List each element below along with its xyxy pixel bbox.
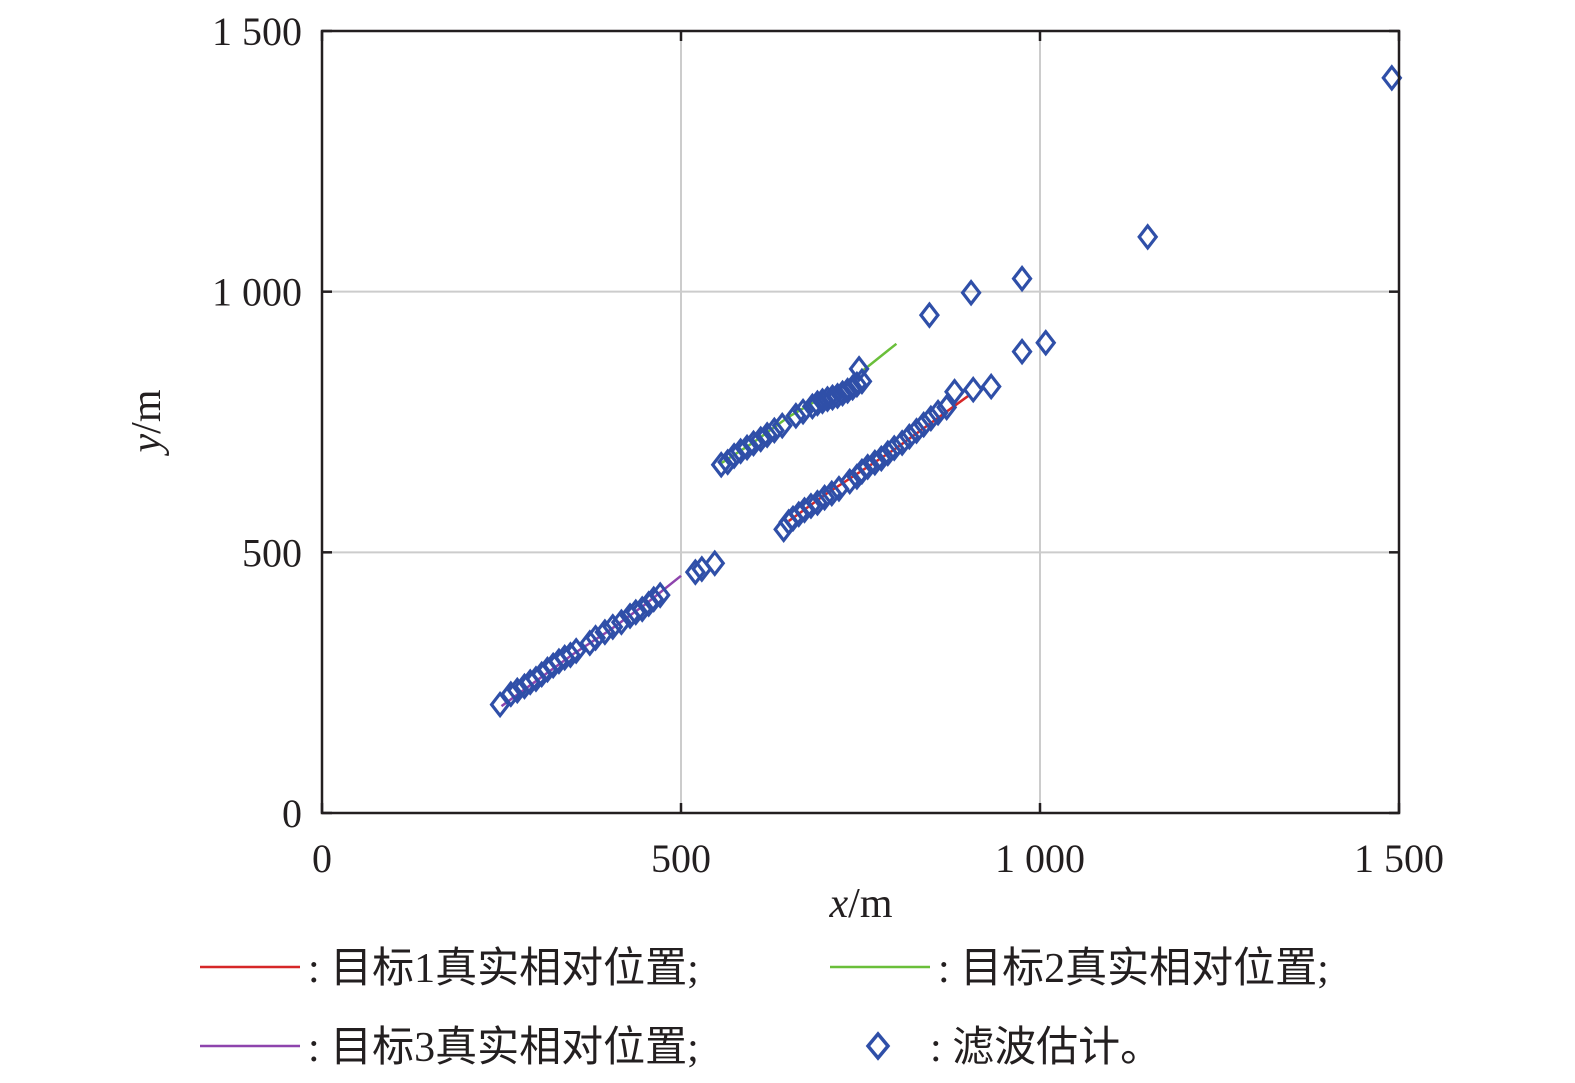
filter-estimate-point bbox=[602, 613, 624, 641]
filter-estimate-point bbox=[565, 637, 587, 665]
y-axis-unit: /m bbox=[124, 389, 170, 434]
filter-estimate-point bbox=[927, 398, 949, 427]
x-axis-unit: /m bbox=[848, 881, 893, 927]
filter-estimate-point bbox=[710, 451, 732, 479]
filter-estimate-point bbox=[649, 581, 671, 609]
filter-estimate-point bbox=[806, 489, 828, 517]
filter-estimate-point bbox=[877, 439, 899, 467]
filter-estimate-point bbox=[756, 421, 778, 449]
y-axis-var: y bbox=[124, 434, 170, 457]
x-tick-label: 1 500 bbox=[1354, 836, 1444, 881]
filter-estimate-point bbox=[837, 377, 859, 405]
filter-estimate-point bbox=[816, 385, 838, 413]
legend-label-target3: : 目标3真实相对位置; bbox=[308, 1024, 699, 1071]
filter-estimate-point bbox=[806, 389, 828, 417]
filter-estimate-point bbox=[883, 434, 905, 462]
legend-label-target2: : 目标2真实相对位置; bbox=[938, 945, 1329, 992]
filter-estimate-point bbox=[870, 444, 892, 473]
filter-estimate-point bbox=[750, 425, 772, 453]
filter-estimate-point bbox=[1011, 265, 1033, 293]
filter-estimate-point bbox=[763, 416, 785, 444]
filter-estimate-point bbox=[980, 372, 1002, 401]
filter-estimate-point bbox=[891, 429, 913, 457]
y-tick-label: 1 500 bbox=[212, 9, 302, 54]
filter-estimate-point bbox=[1137, 223, 1159, 251]
filter-estimate-point bbox=[944, 378, 966, 406]
filter-estimate-point bbox=[625, 598, 647, 626]
filter-estimate-point bbox=[851, 457, 873, 486]
x-tick-label: 500 bbox=[651, 836, 711, 881]
axis-ticks: 0 500 1 000 1 500 0 500 1 000 1 500 bbox=[212, 9, 1444, 881]
x-axis-title: x/m bbox=[829, 881, 893, 927]
filter-estimate-point bbox=[585, 624, 607, 652]
filter-estimate-point bbox=[821, 383, 844, 412]
filter-estimate-point bbox=[864, 449, 886, 477]
filter-estimate-point bbox=[920, 404, 942, 432]
filter-estimate-point bbox=[936, 393, 958, 422]
filter-estimate-point bbox=[898, 422, 920, 451]
filter-estimate-point bbox=[913, 410, 935, 439]
filter-estimate-point bbox=[717, 448, 739, 476]
filter-estimate-point bbox=[643, 585, 665, 613]
filter-estimate-point bbox=[827, 382, 849, 410]
grid-lines bbox=[321, 30, 1400, 814]
filter-estimate-point bbox=[839, 467, 861, 496]
filter-estimate-point bbox=[792, 397, 814, 426]
filter-estimate-point bbox=[704, 549, 726, 577]
filter-estimate-point bbox=[1011, 338, 1033, 366]
y-tick-label: 500 bbox=[242, 530, 302, 575]
filter-estimate-point bbox=[579, 629, 601, 657]
filter-estimate-point bbox=[811, 387, 833, 415]
y-axis-title: y/m bbox=[124, 389, 170, 456]
filter-estimate-point bbox=[736, 433, 758, 462]
legend-label-filter-estimate: : 滤波估计。 bbox=[930, 1025, 1162, 1071]
legend: : 目标1真实相对位置; : 目标2真实相对位置; : 目标3真实相对位置; :… bbox=[200, 945, 1329, 1071]
filter-estimate-point bbox=[832, 379, 854, 407]
filter-estimate-point bbox=[500, 680, 522, 708]
filter-estimate-point bbox=[610, 608, 632, 636]
filter-estimate-point bbox=[742, 429, 765, 457]
filter-estimate-point bbox=[1035, 329, 1057, 357]
filter-estimate-point bbox=[684, 558, 706, 586]
plot-frame bbox=[320, 29, 1401, 815]
filter-estimate-point bbox=[559, 641, 581, 669]
filter-estimate-point bbox=[962, 376, 984, 404]
filter-estimate-point bbox=[846, 370, 868, 399]
filter-estimate-point bbox=[960, 279, 982, 307]
filter-estimate-markers bbox=[489, 64, 1403, 719]
legend-label-target1: : 目标1真实相对位置; bbox=[308, 945, 699, 992]
filter-estimate-point bbox=[723, 442, 745, 470]
true-trajectory-lines bbox=[500, 342, 969, 708]
y-tick-label: 0 bbox=[282, 791, 302, 836]
filter-estimate-point bbox=[771, 412, 793, 440]
filter-estimate-point bbox=[821, 479, 843, 508]
filter-estimate-point bbox=[631, 595, 653, 623]
y-tick-label: 1 000 bbox=[212, 270, 302, 315]
filter-estimate-point bbox=[857, 453, 879, 481]
filter-estimate-point bbox=[848, 355, 870, 383]
filter-estimate-point bbox=[800, 492, 822, 520]
x-axis-var: x bbox=[829, 881, 849, 927]
x-tick-label: 1 000 bbox=[995, 836, 1085, 881]
filter-estimate-point bbox=[814, 483, 836, 512]
filter-estimate-point bbox=[1381, 64, 1403, 92]
filter-estimate-point bbox=[506, 676, 528, 705]
filter-estimate-point bbox=[905, 417, 928, 445]
legend-marker-diamond-icon bbox=[865, 1031, 891, 1061]
x-tick-label: 0 bbox=[312, 836, 332, 881]
filter-estimate-point bbox=[594, 618, 616, 646]
filter-estimate-point bbox=[801, 392, 823, 420]
filter-estimate-point bbox=[785, 402, 807, 430]
filter-estimate-point bbox=[918, 301, 940, 329]
